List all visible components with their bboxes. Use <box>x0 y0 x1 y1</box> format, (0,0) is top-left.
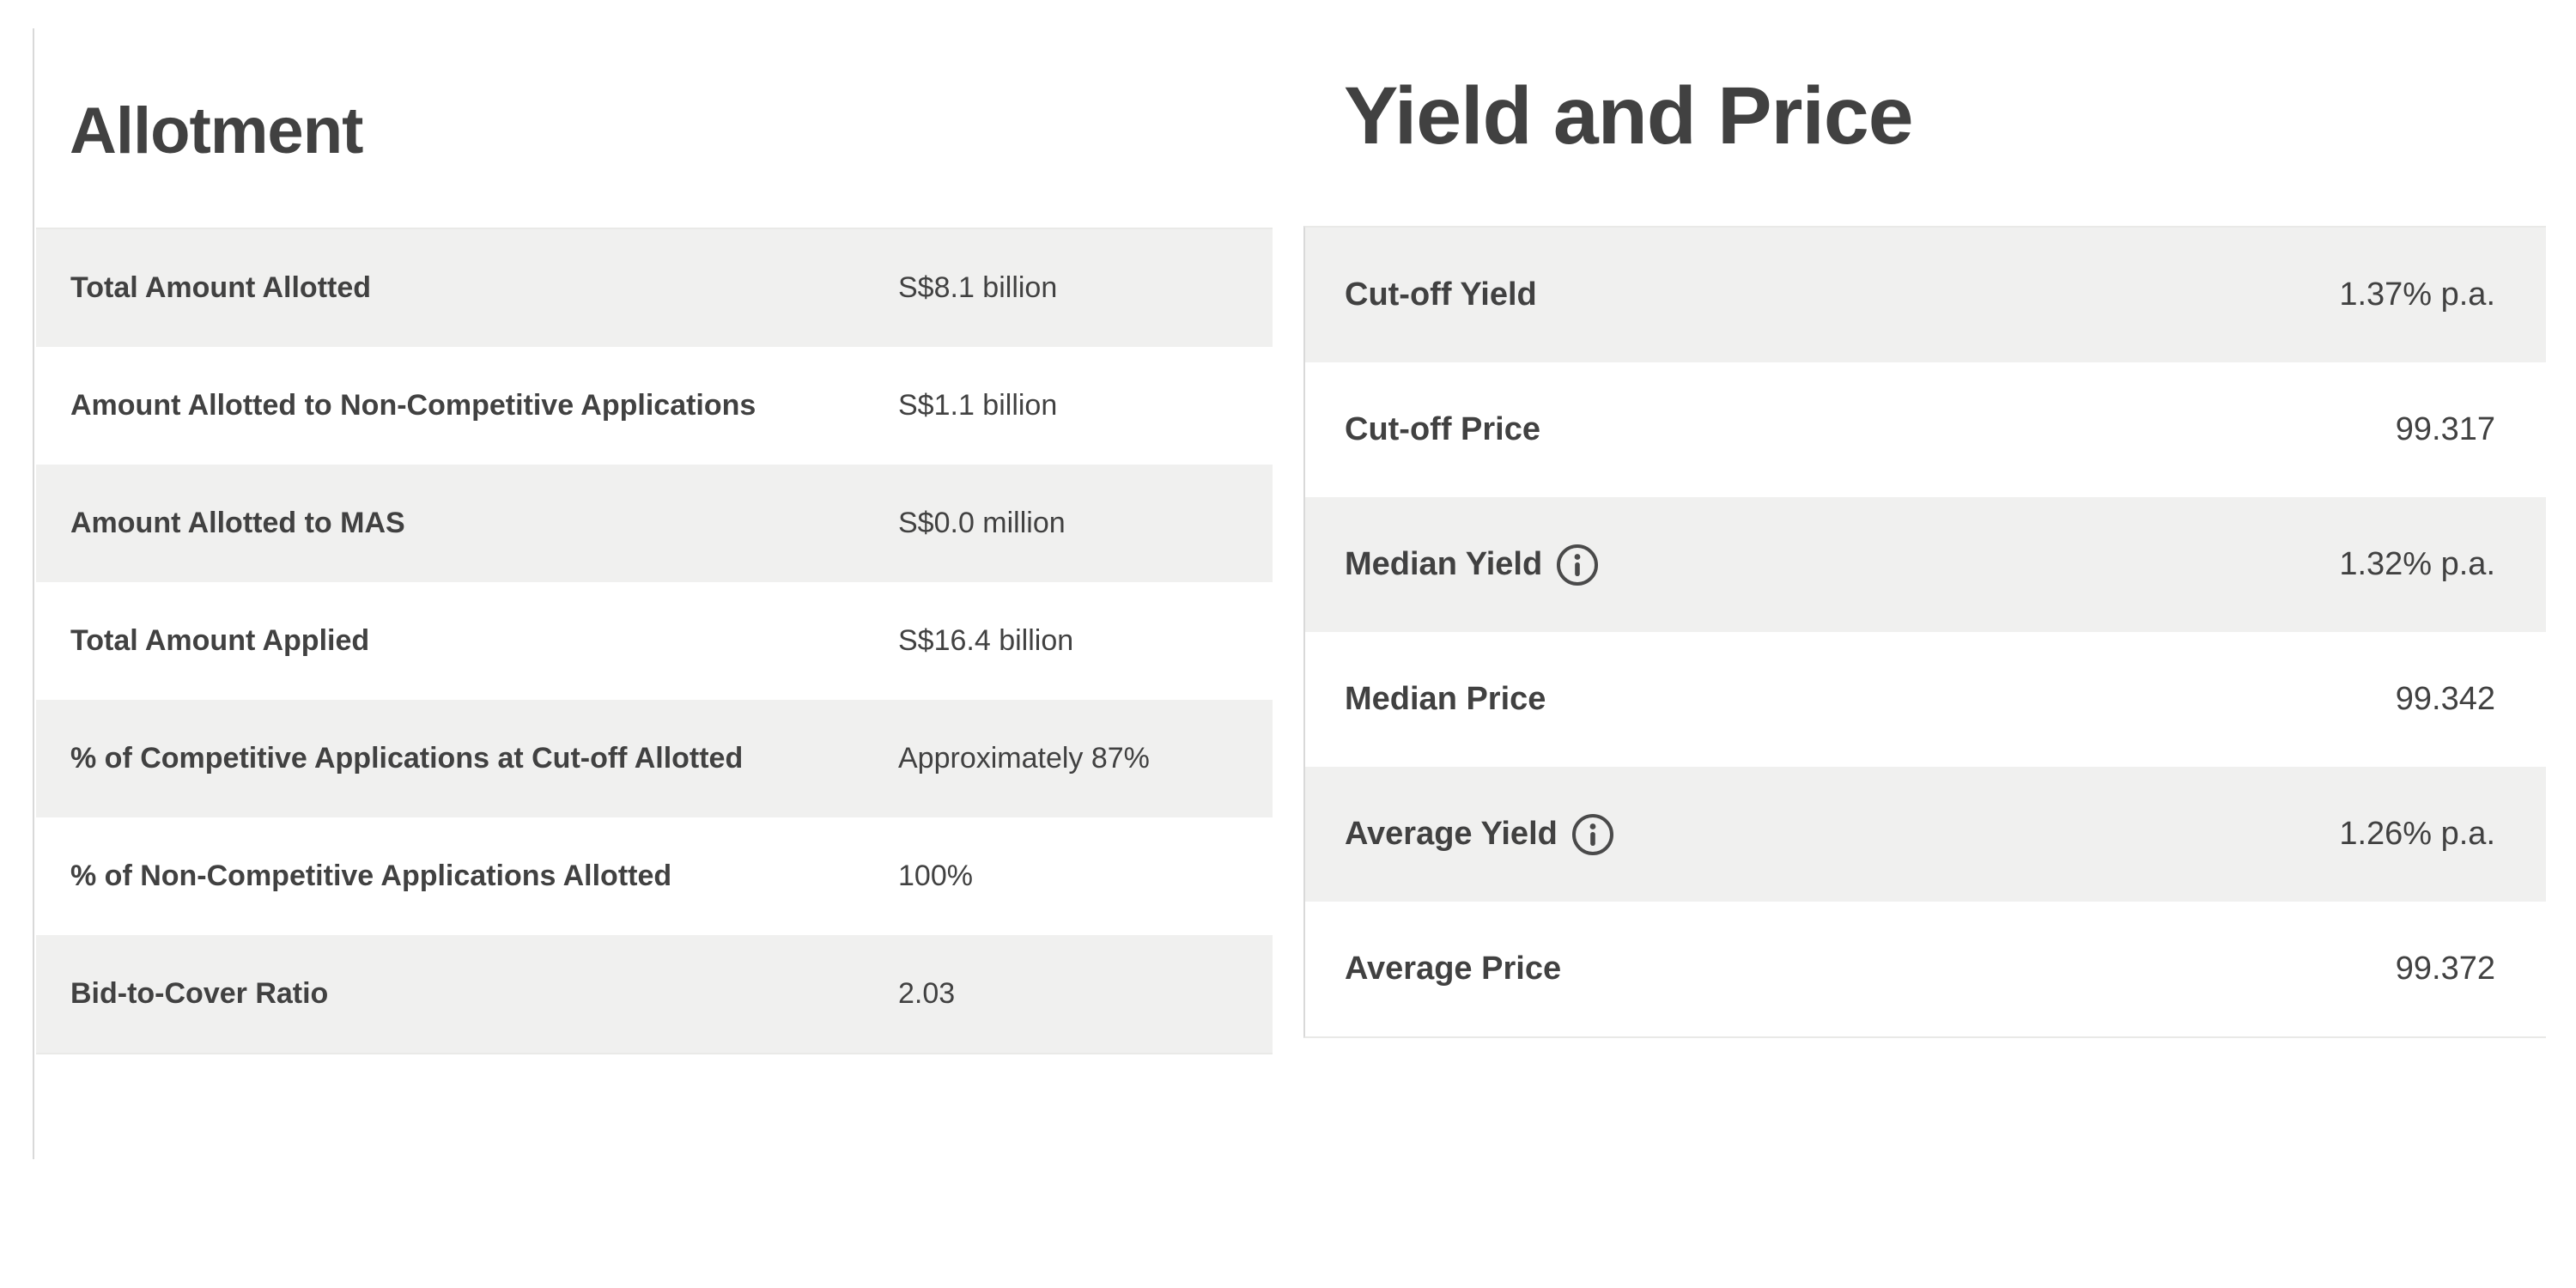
table-row: Bid-to-Cover Ratio 2.03 <box>36 935 1273 1053</box>
row-value: 99.342 <box>2395 681 2495 717</box>
row-value: 99.317 <box>2395 411 2495 447</box>
row-label: Average Price <box>1345 951 1562 987</box>
allotment-section: Allotment Total Amount Allotted S$8.1 bi… <box>33 28 1273 1159</box>
table-row: Median Price 99.342 <box>1305 632 2546 767</box>
row-value: Approximately 87% <box>898 742 1150 775</box>
row-value: 100% <box>898 860 973 892</box>
row-value: 1.37% p.a. <box>2339 276 2495 313</box>
row-label: Amount Allotted to MAS <box>70 507 405 539</box>
row-label: Median Price <box>1345 681 1546 717</box>
row-value: 1.26% p.a. <box>2339 816 2495 852</box>
row-label: Average Yield <box>1305 767 2339 902</box>
row-value: S$8.1 billion <box>898 271 1058 304</box>
row-label: Cut-off Yield <box>1345 276 1537 313</box>
table-row: Median Yield 1.32% p.a. <box>1305 497 2546 632</box>
row-label: Median Yield <box>1305 497 2339 632</box>
yield-price-title: Yield and Price <box>1344 70 1914 161</box>
row-value: S$1.1 billion <box>898 389 1058 422</box>
row-label: % of Competitive Applications at Cut-off… <box>70 742 744 775</box>
row-label: Bid-to-Cover Ratio <box>70 977 329 1010</box>
table-row: % of Competitive Applications at Cut-off… <box>36 700 1273 817</box>
yield-price-table: Cut-off Yield 1.37% p.a. Cut-off Price 9… <box>1303 226 2546 1038</box>
allotment-title: Allotment <box>70 94 363 167</box>
table-row: Amount Allotted to Non-Competitive Appli… <box>36 347 1273 465</box>
table-row: % of Non-Competitive Applications Allott… <box>36 817 1273 935</box>
table-row: Amount Allotted to MAS S$0.0 million <box>36 465 1273 582</box>
table-row: Total Amount Applied S$16.4 billion <box>36 582 1273 700</box>
table-row: Average Yield 1.26% p.a. <box>1305 767 2546 902</box>
allotment-table: Total Amount Allotted S$8.1 billion Amou… <box>36 228 1273 1054</box>
row-label: % of Non-Competitive Applications Allott… <box>70 860 672 892</box>
row-label: Amount Allotted to Non-Competitive Appli… <box>70 389 756 422</box>
row-label: Total Amount Allotted <box>70 271 372 304</box>
table-row: Cut-off Yield 1.37% p.a. <box>1305 228 2546 362</box>
info-icon[interactable] <box>1571 812 1615 857</box>
row-value: S$0.0 million <box>898 507 1066 539</box>
row-value: 2.03 <box>898 977 956 1010</box>
table-row: Average Price 99.372 <box>1305 902 2546 1036</box>
row-value: S$16.4 billion <box>898 624 1074 657</box>
row-value: 1.32% p.a. <box>2339 546 2495 582</box>
table-row: Cut-off Price 99.317 <box>1305 362 2546 497</box>
table-row: Total Amount Allotted S$8.1 billion <box>36 229 1273 347</box>
row-label: Cut-off Price <box>1345 411 1540 447</box>
row-label: Total Amount Applied <box>70 624 370 657</box>
row-value: 99.372 <box>2395 951 2495 987</box>
info-icon[interactable] <box>1555 543 1600 587</box>
